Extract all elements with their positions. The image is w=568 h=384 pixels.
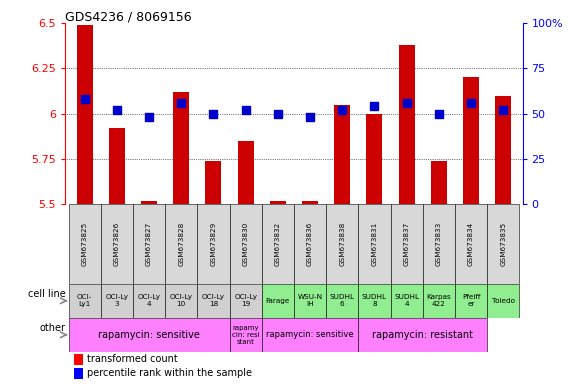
Point bbox=[209, 111, 218, 117]
Point bbox=[241, 107, 250, 113]
Bar bbox=[455, 204, 487, 284]
Point bbox=[177, 100, 186, 106]
Bar bbox=[262, 318, 358, 352]
Bar bbox=[165, 204, 197, 284]
Bar bbox=[391, 204, 423, 284]
Text: Toledo: Toledo bbox=[492, 298, 515, 304]
Text: cell line: cell line bbox=[28, 289, 66, 299]
Bar bbox=[358, 204, 391, 284]
Point bbox=[499, 107, 508, 113]
Bar bbox=[358, 284, 391, 318]
Bar bbox=[206, 161, 222, 204]
Text: OCI-Ly
10: OCI-Ly 10 bbox=[170, 294, 193, 307]
Point bbox=[112, 107, 122, 113]
Bar bbox=[101, 284, 133, 318]
Text: OCI-Ly
19: OCI-Ly 19 bbox=[234, 294, 257, 307]
Bar bbox=[101, 204, 133, 284]
Bar bbox=[423, 204, 455, 284]
Bar bbox=[262, 204, 294, 284]
Bar bbox=[133, 284, 165, 318]
Bar bbox=[495, 96, 511, 204]
Bar bbox=[77, 25, 93, 204]
Bar bbox=[229, 318, 262, 352]
Text: GSM673834: GSM673834 bbox=[468, 222, 474, 266]
Bar bbox=[294, 284, 326, 318]
Bar bbox=[74, 368, 83, 379]
Text: GSM673838: GSM673838 bbox=[339, 222, 345, 266]
Text: other: other bbox=[40, 323, 66, 333]
Bar bbox=[74, 354, 83, 364]
Point bbox=[370, 103, 379, 109]
Point bbox=[338, 107, 347, 113]
Bar bbox=[197, 284, 229, 318]
Text: GSM673830: GSM673830 bbox=[243, 222, 249, 266]
Bar bbox=[69, 284, 101, 318]
Text: rapamy
cin: resi
stant: rapamy cin: resi stant bbox=[232, 325, 260, 345]
Text: Pfeiff
er: Pfeiff er bbox=[462, 294, 480, 307]
Text: SUDHL
6: SUDHL 6 bbox=[330, 294, 355, 307]
Bar bbox=[270, 201, 286, 204]
Text: OCI-Ly
18: OCI-Ly 18 bbox=[202, 294, 225, 307]
Point bbox=[435, 111, 444, 117]
Text: GSM673835: GSM673835 bbox=[500, 222, 506, 266]
Bar bbox=[326, 204, 358, 284]
Point bbox=[144, 114, 153, 121]
Point bbox=[306, 114, 315, 121]
Text: WSU-N
IH: WSU-N IH bbox=[298, 294, 323, 307]
Text: GSM673837: GSM673837 bbox=[404, 222, 410, 266]
Bar bbox=[463, 78, 479, 204]
Bar bbox=[366, 114, 382, 204]
Text: GSM673832: GSM673832 bbox=[275, 222, 281, 266]
Bar bbox=[399, 45, 415, 204]
Text: GSM673836: GSM673836 bbox=[307, 222, 313, 266]
Text: GSM673825: GSM673825 bbox=[82, 222, 87, 266]
Bar bbox=[391, 284, 423, 318]
Bar bbox=[69, 204, 101, 284]
Bar bbox=[133, 204, 165, 284]
Text: GSM673826: GSM673826 bbox=[114, 222, 120, 266]
Bar bbox=[173, 92, 189, 204]
Text: rapamycin: resistant: rapamycin: resistant bbox=[372, 330, 473, 340]
Bar bbox=[109, 128, 125, 204]
Bar bbox=[141, 201, 157, 204]
Bar bbox=[431, 161, 447, 204]
Bar bbox=[237, 141, 254, 204]
Bar bbox=[165, 284, 197, 318]
Bar bbox=[423, 284, 455, 318]
Text: OCI-Ly
3: OCI-Ly 3 bbox=[105, 294, 128, 307]
Text: SUDHL
4: SUDHL 4 bbox=[394, 294, 419, 307]
Text: GSM673833: GSM673833 bbox=[436, 222, 442, 266]
Bar bbox=[294, 204, 326, 284]
Text: OCI-
Ly1: OCI- Ly1 bbox=[77, 294, 93, 307]
Text: GSM673831: GSM673831 bbox=[371, 222, 378, 266]
Text: GSM673828: GSM673828 bbox=[178, 222, 184, 266]
Text: GSM673827: GSM673827 bbox=[146, 222, 152, 266]
Bar bbox=[197, 204, 229, 284]
Bar bbox=[487, 204, 519, 284]
Text: GSM673829: GSM673829 bbox=[210, 222, 216, 266]
Bar bbox=[69, 318, 229, 352]
Bar bbox=[487, 284, 519, 318]
Text: Karpas
422: Karpas 422 bbox=[427, 294, 451, 307]
Bar bbox=[302, 201, 318, 204]
Bar bbox=[229, 204, 262, 284]
Point bbox=[402, 100, 411, 106]
Bar bbox=[326, 284, 358, 318]
Text: OCI-Ly
4: OCI-Ly 4 bbox=[137, 294, 161, 307]
Text: GDS4236 / 8069156: GDS4236 / 8069156 bbox=[65, 10, 192, 23]
Bar bbox=[358, 318, 487, 352]
Point bbox=[273, 111, 282, 117]
Text: rapamycin: sensitive: rapamycin: sensitive bbox=[98, 330, 200, 340]
Bar bbox=[455, 284, 487, 318]
Bar bbox=[334, 105, 350, 204]
Point bbox=[80, 96, 89, 102]
Bar bbox=[229, 284, 262, 318]
Text: transformed count: transformed count bbox=[87, 354, 178, 364]
Text: percentile rank within the sample: percentile rank within the sample bbox=[87, 368, 252, 378]
Point bbox=[466, 100, 475, 106]
Text: Farage: Farage bbox=[266, 298, 290, 304]
Bar bbox=[262, 284, 294, 318]
Text: rapamycin: sensitive: rapamycin: sensitive bbox=[266, 330, 354, 339]
Text: SUDHL
8: SUDHL 8 bbox=[362, 294, 387, 307]
